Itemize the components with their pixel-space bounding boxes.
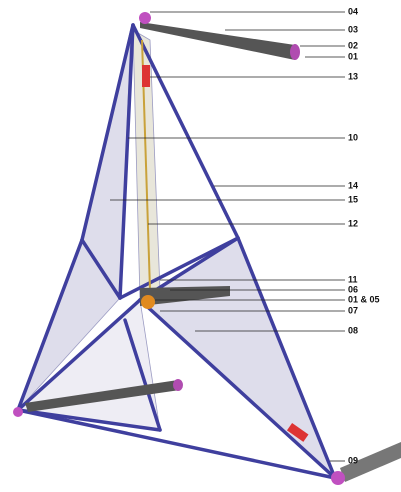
callout: 01 & 05: [348, 294, 380, 304]
callout: 07: [348, 305, 358, 315]
labels: 04 03 02 01 13 10 14 15 12 11 06 01 & 05…: [348, 6, 380, 465]
callout: 15: [348, 194, 358, 204]
callout: 03: [348, 24, 358, 34]
callout: 06: [348, 284, 358, 294]
callout: 09: [348, 455, 358, 465]
callout: 14: [348, 180, 358, 190]
callout: 11: [348, 274, 358, 284]
leaders: [110, 11, 345, 462]
callout: 10: [348, 132, 358, 142]
callout: 02: [348, 40, 358, 50]
structure: [13, 12, 401, 485]
callout: 04: [348, 6, 358, 16]
callout: 01: [348, 51, 358, 61]
callout: 08: [348, 325, 358, 335]
callout: 13: [348, 71, 358, 81]
callout: 12: [348, 218, 358, 228]
